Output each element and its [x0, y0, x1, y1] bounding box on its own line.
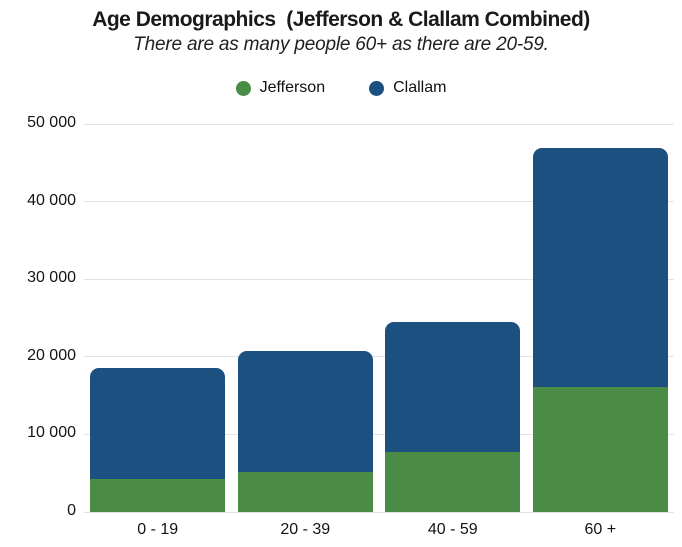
legend-label-clallam: Clallam: [393, 79, 447, 96]
x-tick-label: 20 - 39: [280, 521, 331, 538]
gridline: [84, 356, 674, 358]
chart-subtitle: There are as many people 60+ as there ar…: [133, 34, 549, 55]
y-tick-label: 20 000: [27, 346, 76, 364]
bar-segment-jefferson-0-19: [90, 479, 226, 512]
legend-label-jefferson: Jefferson: [259, 79, 326, 96]
bar-segment-jefferson-60: [532, 387, 668, 512]
legend-item-jefferson: Jefferson: [235, 79, 326, 97]
y-tick-label: 50 000: [27, 114, 76, 131]
bar-40-59: [385, 321, 521, 512]
y-tick-label: 10 000: [27, 424, 76, 442]
bar-segment-jefferson-40-59: [385, 452, 521, 512]
gridline: [84, 433, 674, 435]
gridline: [84, 278, 674, 280]
chart-title: Age Demographics (Jefferson & Clallam Co…: [92, 8, 590, 31]
clallam-swatch-icon: [369, 80, 385, 96]
gridline: [84, 201, 674, 203]
gridline: [84, 511, 674, 513]
legend: Jefferson Clallam: [0, 79, 682, 97]
jefferson-swatch-icon: [235, 80, 251, 96]
bar-20-39: [237, 350, 373, 512]
x-tick-label: 60 +: [584, 521, 617, 538]
bar-60: [532, 148, 668, 512]
bar-0-19: [90, 368, 226, 512]
y-tick-label: 40 000: [27, 191, 76, 209]
y-tick-label: 0: [67, 502, 76, 519]
bar-segment-jefferson-20-39: [237, 471, 373, 512]
legend-item-clallam: Clallam: [369, 79, 446, 97]
gridline: [84, 123, 674, 125]
x-tick-label: 0 - 19: [137, 521, 179, 538]
y-tick-label: 30 000: [27, 269, 76, 287]
x-tick-label: 40 - 59: [427, 521, 478, 538]
